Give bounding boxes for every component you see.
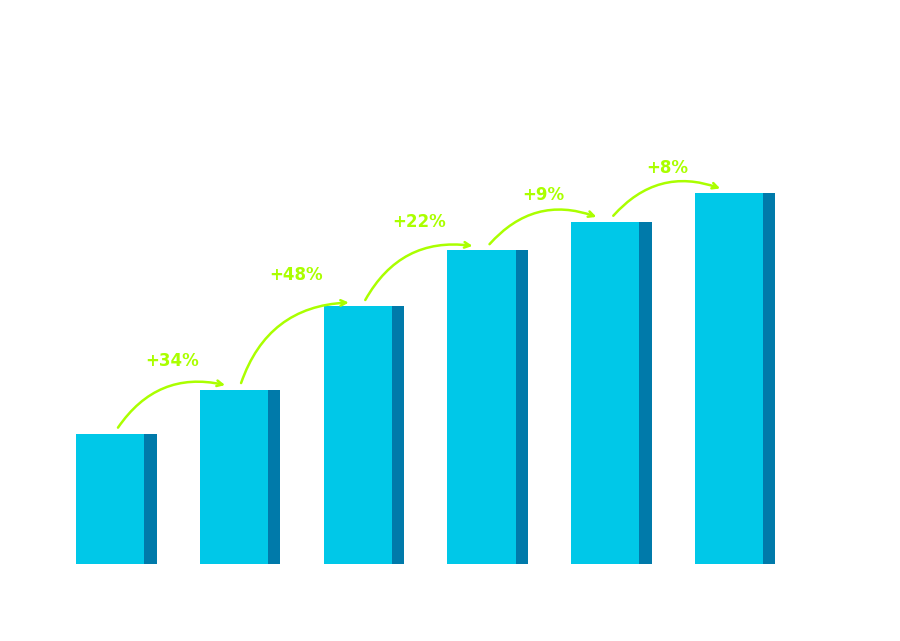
Text: salaryexplorer.com: salaryexplorer.com: [377, 613, 523, 628]
Text: 5,180 FJD: 5,180 FJD: [570, 204, 641, 217]
Text: 4,750 FJD: 4,750 FJD: [446, 232, 518, 245]
Text: 1,970 FJD: 1,970 FJD: [75, 415, 146, 429]
Bar: [763, 194, 776, 564]
Text: +9%: +9%: [522, 186, 564, 204]
Text: Salary Comparison By Experience: Salary Comparison By Experience: [36, 45, 612, 74]
Text: Forensic Accountant: Forensic Accountant: [36, 109, 249, 129]
Text: +48%: +48%: [269, 266, 323, 284]
Text: 5,610 FJD: 5,610 FJD: [693, 175, 765, 188]
Text: +8%: +8%: [646, 159, 688, 177]
Bar: [392, 306, 404, 564]
Text: 2,640 FJD: 2,640 FJD: [198, 371, 270, 385]
Bar: [76, 434, 144, 564]
Text: +22%: +22%: [392, 213, 446, 231]
Bar: [447, 250, 516, 564]
Text: 3,900 FJD: 3,900 FJD: [322, 288, 393, 301]
Text: Average Monthly Salary: Average Monthly Salary: [859, 254, 869, 387]
Text: +34%: +34%: [145, 353, 199, 370]
Bar: [324, 306, 392, 564]
Bar: [639, 222, 652, 564]
Bar: [695, 194, 763, 564]
Bar: [144, 434, 157, 564]
Bar: [200, 390, 268, 564]
Bar: [572, 222, 639, 564]
Bar: [268, 390, 281, 564]
Bar: [516, 250, 528, 564]
